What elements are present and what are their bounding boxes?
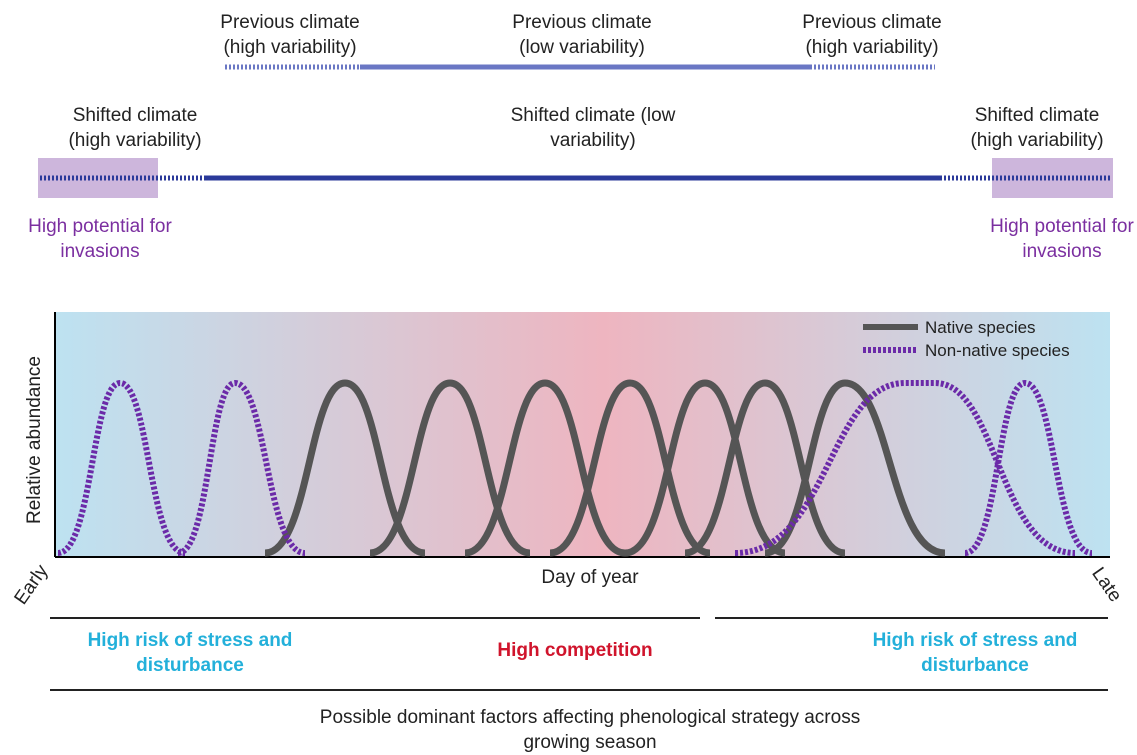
factor-label: High competition bbox=[450, 638, 700, 663]
y-axis-label: Relative abundance bbox=[24, 356, 45, 524]
invasion-note: High potential for invasions bbox=[13, 214, 188, 264]
x-start-label: Early bbox=[10, 561, 52, 609]
factor-label: High risk of stress and disturbance bbox=[65, 628, 315, 678]
factor-label: High risk of stress and disturbance bbox=[850, 628, 1100, 678]
invasion-note: High potential for invasions bbox=[975, 214, 1137, 264]
shifted-climate-label: Shifted climate (high variability) bbox=[955, 103, 1120, 153]
legend-label: Non-native species bbox=[925, 341, 1070, 360]
previous-climate-label: Previous climate (low variability) bbox=[500, 10, 665, 60]
footer-caption: Possible dominant factors affecting phen… bbox=[310, 705, 870, 755]
legend-label: Native species bbox=[925, 318, 1036, 337]
shifted-climate-label: Shifted climate (high variability) bbox=[53, 103, 218, 153]
previous-climate-label: Previous climate (high variability) bbox=[208, 10, 373, 60]
x-axis-label: Day of year bbox=[541, 567, 639, 588]
shifted-climate-label: Shifted climate (low variability) bbox=[511, 103, 676, 153]
x-end-label: Late bbox=[1087, 564, 1125, 606]
previous-climate-label: Previous climate (high variability) bbox=[790, 10, 955, 60]
